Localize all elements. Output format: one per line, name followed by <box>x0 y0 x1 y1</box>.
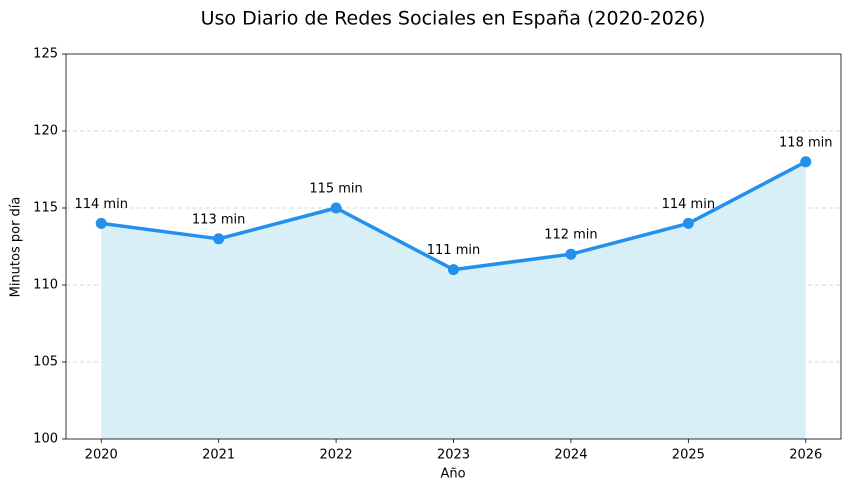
point <box>95 217 107 229</box>
plot-frame <box>65 53 842 440</box>
point <box>330 202 342 214</box>
x-tick-label: 2024 <box>554 448 587 463</box>
data-label: 113 min <box>192 212 245 227</box>
point <box>565 248 577 260</box>
point <box>800 156 812 168</box>
x-tick-label: 2020 <box>85 448 118 463</box>
x-tick-label: 2022 <box>320 448 353 463</box>
area <box>101 161 806 440</box>
y-tick-label: 110 <box>33 278 58 293</box>
data-label: 115 min <box>309 182 362 197</box>
y-tick-label: 100 <box>33 432 58 447</box>
y-tick-label: 115 <box>33 201 58 216</box>
data-label: 114 min <box>662 197 715 212</box>
point <box>448 264 459 276</box>
y-tick-label: 120 <box>33 124 58 139</box>
x-axis-label: Año <box>440 467 465 482</box>
point <box>213 233 225 245</box>
y-tick-label: 125 <box>33 47 58 62</box>
data-label: 112 min <box>544 228 597 243</box>
x-tick-label: 2023 <box>437 448 470 463</box>
x-tick-label: 2026 <box>789 448 822 463</box>
x-tick-label: 2021 <box>202 448 235 463</box>
data-label: 118 min <box>779 135 832 150</box>
point <box>682 217 694 229</box>
chart-title: Uso Diario de Redes Sociales en España (… <box>201 8 706 30</box>
data-label: 114 min <box>74 197 127 212</box>
y-axis-label: Minutos por día <box>9 197 24 298</box>
y-tick-label: 105 <box>33 355 58 370</box>
data-label: 111 min <box>427 243 480 258</box>
x-tick-label: 2025 <box>672 448 705 463</box>
